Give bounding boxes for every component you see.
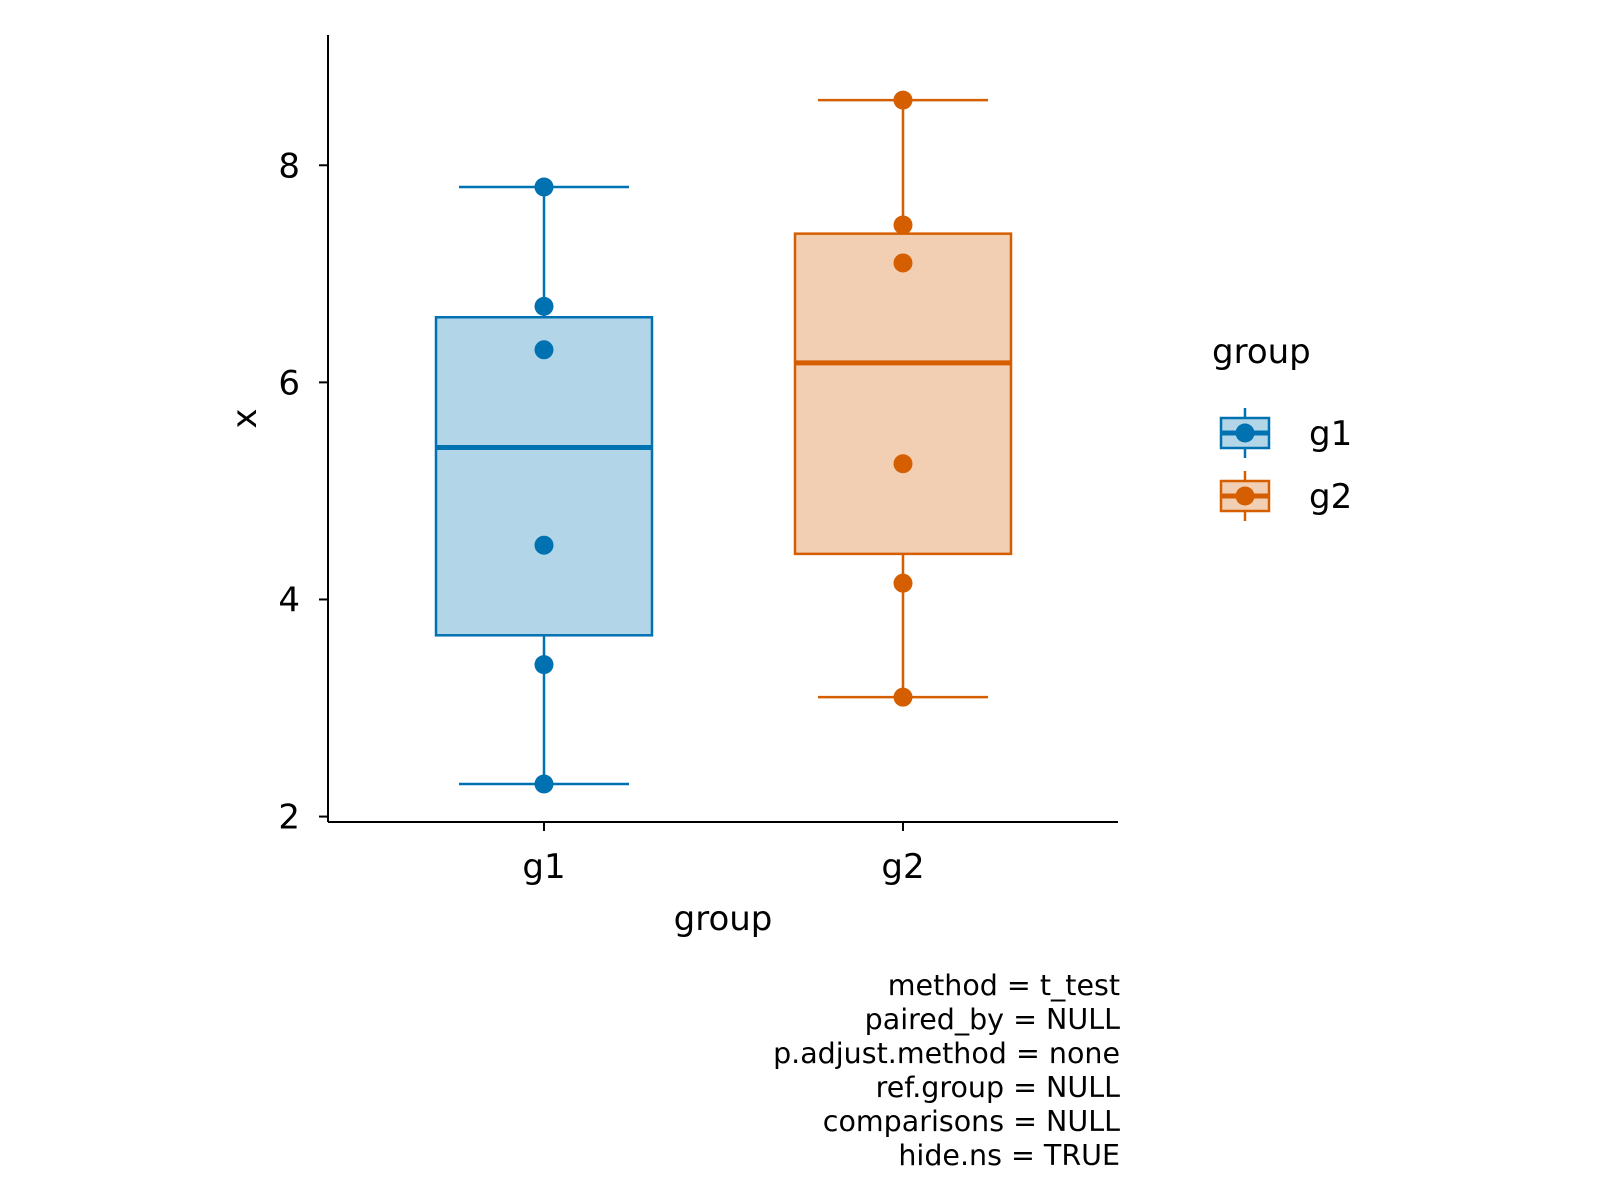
caption-line: ref.group = NULL xyxy=(876,1071,1120,1104)
legend-key-g2 xyxy=(1219,471,1271,521)
data-point xyxy=(534,535,554,555)
data-point xyxy=(893,573,913,593)
data-point xyxy=(534,296,554,316)
caption-line: comparisons = NULL xyxy=(823,1105,1120,1138)
legend-point xyxy=(1235,486,1255,506)
legend-point xyxy=(1235,423,1255,443)
data-point xyxy=(893,454,913,474)
data-point xyxy=(893,253,913,273)
plot-area xyxy=(434,90,1013,794)
data-point xyxy=(893,215,913,235)
x-tick-label: g2 xyxy=(881,847,924,887)
caption-line: p.adjust.method = none xyxy=(773,1037,1120,1070)
y-axis-title: x xyxy=(225,408,265,428)
data-point xyxy=(534,655,554,675)
legend-label: g1 xyxy=(1309,414,1352,454)
data-point xyxy=(893,687,913,707)
legend-label: g2 xyxy=(1309,477,1352,517)
box-g2 xyxy=(793,90,1013,707)
data-point xyxy=(534,177,554,197)
data-point xyxy=(893,90,913,110)
data-point xyxy=(534,774,554,794)
legend-title: group xyxy=(1212,332,1311,372)
y-tick-label: 8 xyxy=(278,146,300,186)
data-point xyxy=(534,340,554,360)
y-tick-label: 6 xyxy=(278,363,300,403)
x-axis: g1 g2 xyxy=(328,821,1118,887)
box-body xyxy=(793,232,1013,556)
y-axis: 2 4 6 8 xyxy=(278,35,329,838)
legend: group g1 g2 xyxy=(1212,332,1352,521)
caption-line: paired_by = NULL xyxy=(865,1003,1120,1036)
y-tick-label: 2 xyxy=(278,798,300,838)
legend-key-g1 xyxy=(1219,408,1271,458)
x-axis-title: group xyxy=(674,899,773,939)
caption-line: hide.ns = TRUE xyxy=(898,1139,1120,1172)
box-g1 xyxy=(434,177,654,794)
box-body xyxy=(434,315,654,637)
x-tick-label: g1 xyxy=(522,847,565,887)
caption-line: method = t_test xyxy=(888,969,1120,1002)
y-tick-label: 4 xyxy=(278,580,300,620)
